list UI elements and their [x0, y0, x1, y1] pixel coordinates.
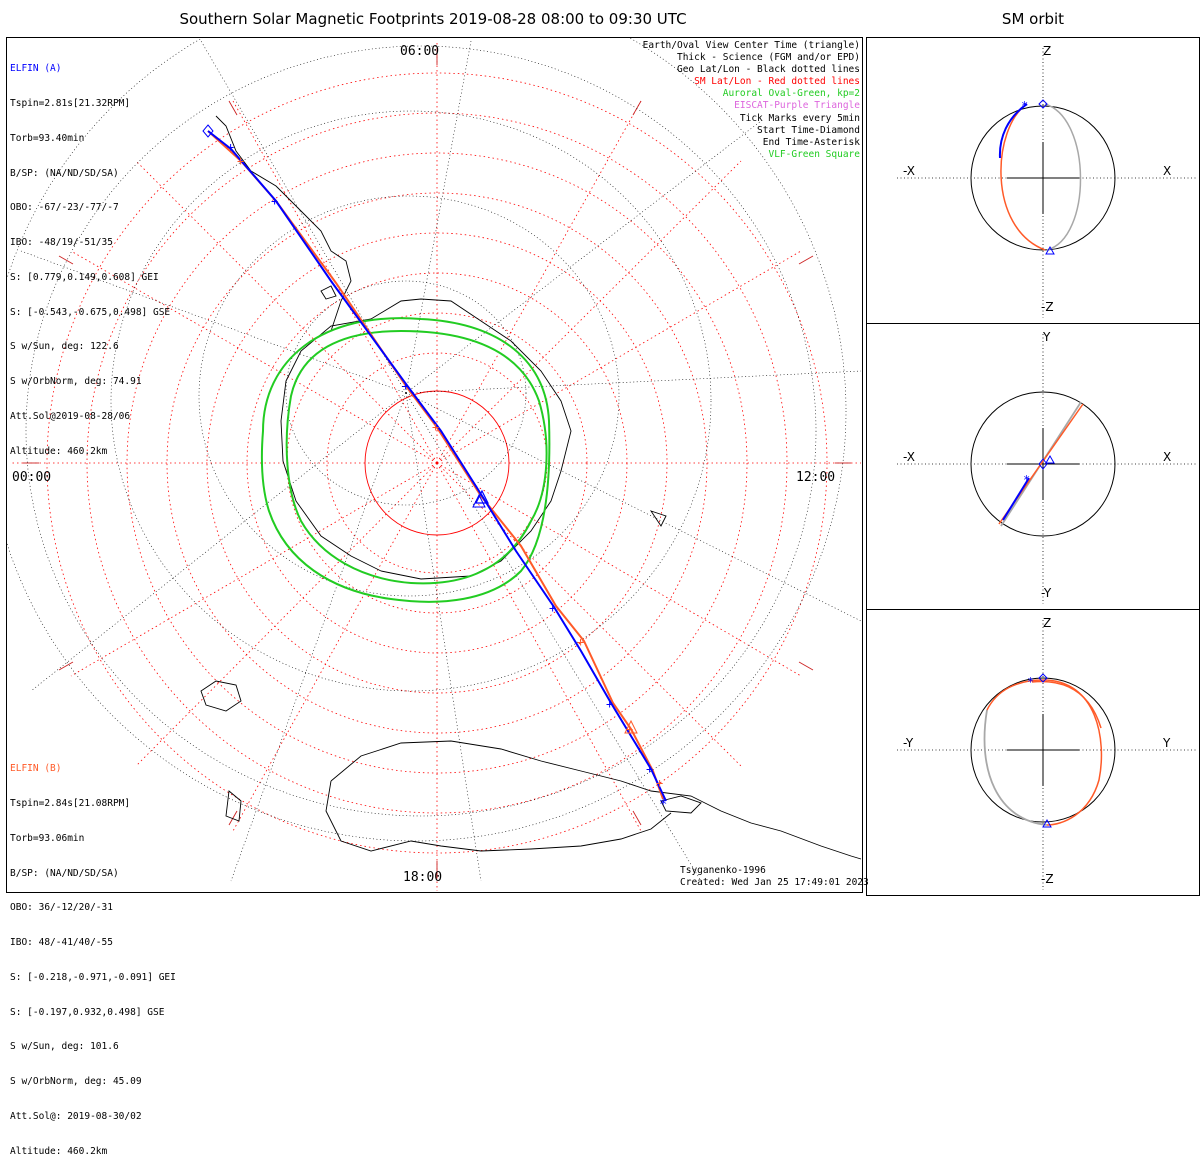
elfin-b-line: S: [-0.218,-0.971,-0.091] GEI — [10, 971, 176, 983]
svg-text:+: + — [402, 379, 409, 393]
axis-right: Y — [1163, 736, 1171, 750]
legend-entry: EISCAT-Purple Triangle — [734, 100, 860, 112]
svg-text:+: + — [577, 635, 584, 649]
svg-text:*: * — [1027, 675, 1034, 689]
view-center-triangle-a — [475, 489, 489, 504]
legend-entry: Thick - Science (FGM and/or EPD) — [676, 52, 860, 64]
orbit-panel-xz-svg: * — [897, 48, 1197, 318]
axis-top: Y — [1043, 330, 1051, 344]
axis-left: -Y — [903, 736, 914, 750]
elfin-b-line: OBO: 36/-12/20/-31 — [10, 902, 113, 914]
axis-bottom: -Z — [1041, 300, 1054, 314]
coastlines — [200, 115, 862, 860]
legend: Earth/Oval View Center Time (triangle) T… — [643, 40, 860, 161]
svg-text:*: * — [1021, 99, 1028, 113]
footprint-map-svg: + + + + + + + + + + + * — [7, 38, 862, 891]
legend-entry: Earth/Oval View Center Time (triangle) — [642, 40, 860, 51]
svg-text:+: + — [646, 762, 653, 776]
elfin-b-line: Att.Sol@: 2019-08-30/02 — [10, 1111, 142, 1122]
elfin-a-name: ELFIN (A) — [10, 63, 62, 75]
legend-entry: SM Lat/Lon - Red dotted lines — [694, 76, 860, 88]
elfin-b-line: S w/Sun, deg: 101.6 — [10, 1041, 119, 1053]
orbit-panel-xz: * Z -Z -X X — [866, 37, 1200, 324]
mlt-label-left: 00:00 — [12, 470, 52, 485]
axis-left: -X — [903, 450, 915, 464]
credits: Tsyganenko-1996 Created: Wed Jan 25 17:49… — [680, 865, 869, 889]
elfin-b-name: ELFIN (B) — [10, 763, 62, 775]
svg-text:+: + — [271, 194, 278, 208]
axis-left: -X — [903, 164, 915, 178]
orbit-panel-yz: * Z -Z -Y Y — [866, 609, 1200, 896]
legend-entry: End Time-Asterisk — [762, 136, 860, 148]
svg-text:+: + — [549, 601, 556, 615]
elfin-b-line: S: [-0.197,0.932,0.498] GSE — [10, 1006, 165, 1018]
elfin-b-line: B/SP: (NA/ND/SD/SA) — [10, 867, 119, 879]
elfin-b-line: S w/OrbNorm, deg: 45.09 — [10, 1076, 142, 1088]
axis-right: X — [1163, 450, 1172, 464]
axis-bottom: -Z — [1041, 872, 1054, 886]
legend-entry: Geo Lat/Lon - Black dotted lines — [676, 64, 860, 76]
elfin-a-line: S w/OrbNorm, deg: 74.91 — [10, 376, 142, 388]
svg-text:+: + — [237, 154, 244, 168]
elfin-b-line: IBO: 48/-41/40/-55 — [10, 937, 113, 949]
track-ticks: + + + + + + + + + + + — [227, 140, 663, 790]
elfin-b-line: Altitude: 460.2km — [10, 1145, 108, 1157]
elfin-a-info: ELFIN (A) Tspin=2.81s[21.32RPM] Torb=93.… — [10, 40, 170, 469]
model-credit: Tsyganenko-1996 — [680, 865, 766, 876]
legend-entry: Start Time-Diamond — [757, 124, 860, 136]
svg-text:*: * — [1023, 473, 1030, 487]
orbit-panel-yz-svg: * — [897, 620, 1197, 890]
created-credit: Created: Wed Jan 25 17:49:01 2023 — [680, 877, 869, 888]
mlt-label-bottom: 18:00 — [403, 870, 443, 885]
mlt-label-right: 12:00 — [796, 470, 836, 485]
svg-text:+: + — [606, 697, 613, 711]
elfin-a-line: IBO: -48/19/-51/35 — [10, 237, 113, 249]
mlt-ticks — [23, 49, 851, 877]
elfin-a-line: Altitude: 460.2km — [10, 445, 108, 457]
orbit-panel-xy: * Y -Y -X X — [866, 323, 1200, 610]
orbit-panel-xy-svg: * — [897, 334, 1197, 604]
elfin-b-info: ELFIN (B) Tspin=2.84s[21.08RPM] Torb=93.… — [10, 740, 176, 1169]
elfin-b-line: Tspin=2.84s[21.08RPM] — [10, 797, 131, 809]
legend-entry: VLF-Green Square — [768, 148, 860, 160]
mlt-label-top: 06:00 — [400, 44, 440, 59]
elfin-a-line: OBO: -67/-23/-77/-7 — [10, 202, 119, 214]
legend-entry: Auroral Oval-Green, kp=2 — [722, 88, 860, 100]
elfin-a-line: Tspin=2.81s[21.32RPM] — [10, 97, 131, 109]
end-asterisk: * — [659, 797, 667, 813]
svg-text:+: + — [227, 140, 234, 154]
elfin-a-line: B/SP: (NA/ND/SD/SA) — [10, 167, 119, 179]
auroral-oval — [260, 317, 551, 603]
elfin-b-track — [207, 130, 664, 800]
legend-entry: Tick Marks every 5min — [739, 112, 860, 124]
view-center-triangle-b2 — [624, 719, 638, 734]
svg-text:+: + — [626, 722, 633, 736]
view-center-triangle-b — [472, 493, 486, 508]
svg-text:+: + — [432, 420, 439, 434]
elfin-a-line: S: [-0.543,-0.675,0.498] GSE — [10, 306, 171, 318]
plot-title: Southern Solar Magnetic Footprints 2019-… — [179, 10, 687, 28]
geo-grid — [7, 38, 862, 882]
elfin-a-line: S w/Sun, deg: 122.6 — [10, 341, 119, 353]
elfin-a-track — [207, 130, 667, 802]
axis-top: Z — [1043, 616, 1052, 630]
elfin-a-line: S: [0.779,0.149,0.608] GEI — [10, 271, 159, 283]
elfin-b-line: Torb=93.06min — [10, 832, 85, 844]
orbit-panel-title: SM orbit — [1001, 10, 1065, 28]
start-diamond — [202, 124, 214, 138]
elfin-a-line: Torb=93.40min — [10, 132, 85, 144]
svg-text:+: + — [656, 776, 663, 790]
footprint-map: + + + + + + + + + + + * — [6, 37, 863, 893]
axis-bottom: -Y — [1041, 586, 1052, 600]
axis-top: Z — [1043, 44, 1052, 58]
axis-right: X — [1163, 164, 1172, 178]
elfin-a-line: Att.Sol@2019-08-28/06 — [10, 411, 131, 422]
